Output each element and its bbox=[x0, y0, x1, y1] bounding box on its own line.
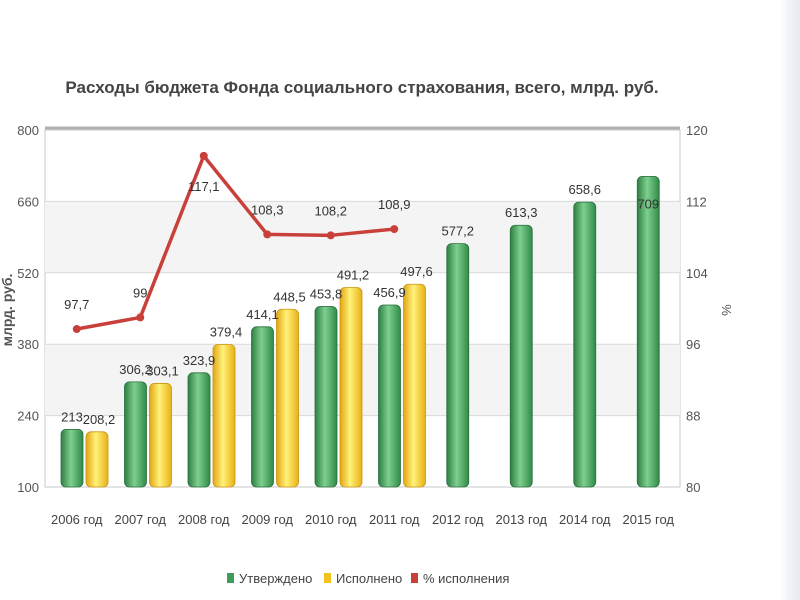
legend-swatch-percent bbox=[411, 573, 418, 583]
category-label: 2008 год bbox=[178, 512, 230, 527]
left-axis-ticks: 100 240 380 520 660 800 bbox=[17, 123, 39, 495]
bar-executed bbox=[403, 283, 426, 488]
bar-approved bbox=[509, 224, 533, 488]
data-label-percent: 108,3 bbox=[251, 202, 284, 217]
completion-line-path bbox=[76, 154, 395, 331]
category-label: 2010 год bbox=[305, 512, 357, 527]
legend-swatch-approved bbox=[227, 573, 234, 583]
data-label-executed: 497,6 bbox=[400, 264, 433, 279]
data-label-percent: 108,2 bbox=[314, 203, 347, 218]
right-tick-label: 88 bbox=[686, 409, 700, 424]
bar-executed bbox=[149, 383, 172, 488]
category-labels: 2006 год 2007 год 2008 год 2009 год 2010 год… bbox=[51, 512, 674, 527]
bar-approved bbox=[60, 428, 84, 488]
bar-approved bbox=[251, 326, 274, 488]
bar-approved bbox=[187, 372, 211, 488]
bar-approved bbox=[378, 304, 401, 488]
completion-point bbox=[72, 325, 81, 334]
category-label: 2007 год bbox=[114, 512, 166, 527]
bar-approved bbox=[124, 381, 147, 488]
legend-item-percent: % исполнения bbox=[411, 571, 509, 586]
completion-point bbox=[136, 313, 145, 322]
legend-label-executed: Исполнено bbox=[336, 571, 402, 586]
data-label-percent: 108,9 bbox=[378, 197, 411, 212]
y-axis-label: млрд. руб. bbox=[0, 274, 15, 347]
category-label: 2012 год bbox=[432, 512, 484, 527]
legend-item-executed: Исполнено bbox=[324, 571, 402, 586]
left-tick-label: 240 bbox=[17, 409, 39, 424]
category-label: 2013 год bbox=[495, 512, 547, 527]
legend: Утверждено Исполнено % исполнения bbox=[227, 571, 509, 586]
bar-executed bbox=[212, 344, 236, 488]
bar-executed bbox=[85, 431, 109, 488]
data-label-percent: 99 bbox=[133, 285, 147, 300]
category-label: 2011 год bbox=[369, 512, 420, 527]
data-label-approved: 658,6 bbox=[568, 182, 601, 197]
category-label: 2015 год bbox=[622, 512, 674, 527]
data-label-approved: 613,3 bbox=[505, 205, 538, 220]
left-tick-label: 520 bbox=[17, 266, 39, 281]
data-label-executed: 379,4 bbox=[210, 325, 243, 340]
category-label: 2014 год bbox=[559, 512, 611, 527]
data-label-approved: 577,2 bbox=[441, 224, 474, 239]
right-tick-label: 120 bbox=[686, 123, 708, 138]
legend-swatch-executed bbox=[324, 573, 331, 583]
data-label-executed: 208,2 bbox=[83, 412, 116, 427]
right-tick-label: 104 bbox=[686, 266, 708, 281]
left-tick-label: 100 bbox=[17, 480, 39, 495]
bar-approved bbox=[573, 201, 597, 488]
bar-approved bbox=[636, 176, 660, 488]
legend-label-percent: % исполнения bbox=[423, 571, 509, 586]
chart-title: Расходы бюджета Фонда социального страхо… bbox=[65, 78, 658, 97]
bar-executed bbox=[339, 287, 363, 488]
bar-approved bbox=[314, 306, 338, 488]
completion-point bbox=[199, 151, 208, 160]
data-label-approved: 323,9 bbox=[183, 353, 216, 368]
right-axis-ticks: 80 88 96 104 112 120 bbox=[686, 123, 708, 495]
completion-line bbox=[72, 151, 399, 334]
data-label-approved: 306,2 bbox=[119, 362, 152, 377]
data-label-percent: 117,1 bbox=[188, 179, 220, 194]
data-label-executed: 303,1 bbox=[146, 363, 179, 378]
bar-executed bbox=[276, 308, 299, 488]
data-label-executed: 448,5 bbox=[273, 289, 306, 304]
legend-item-approved: Утверждено bbox=[227, 571, 312, 586]
right-tick-label: 96 bbox=[686, 337, 700, 352]
data-label-approved: 213 bbox=[61, 409, 83, 424]
right-tick-label: 112 bbox=[686, 194, 707, 209]
completion-point bbox=[390, 225, 399, 234]
category-label: 2006 год bbox=[51, 512, 103, 527]
data-label-approved: 414,1 bbox=[246, 307, 279, 322]
bar-approved bbox=[446, 243, 470, 488]
data-label-approved: 709 bbox=[637, 196, 659, 211]
data-label-percent: 97,7 bbox=[64, 297, 89, 312]
bars bbox=[60, 176, 660, 488]
completion-point bbox=[326, 231, 335, 240]
left-tick-label: 660 bbox=[17, 194, 39, 209]
data-label-approved: 456,9 bbox=[373, 285, 406, 300]
completion-point bbox=[263, 230, 272, 239]
left-tick-label: 380 bbox=[17, 337, 39, 352]
left-tick-label: 800 bbox=[17, 123, 39, 138]
category-label: 2009 год bbox=[241, 512, 293, 527]
right-tick-label: 80 bbox=[686, 480, 700, 495]
y2-axis-label: % bbox=[719, 304, 734, 316]
data-label-executed: 491,2 bbox=[337, 267, 370, 282]
decorative-right-band bbox=[780, 0, 800, 600]
data-label-approved: 453,8 bbox=[310, 287, 343, 302]
legend-label-approved: Утверждено bbox=[239, 571, 312, 586]
